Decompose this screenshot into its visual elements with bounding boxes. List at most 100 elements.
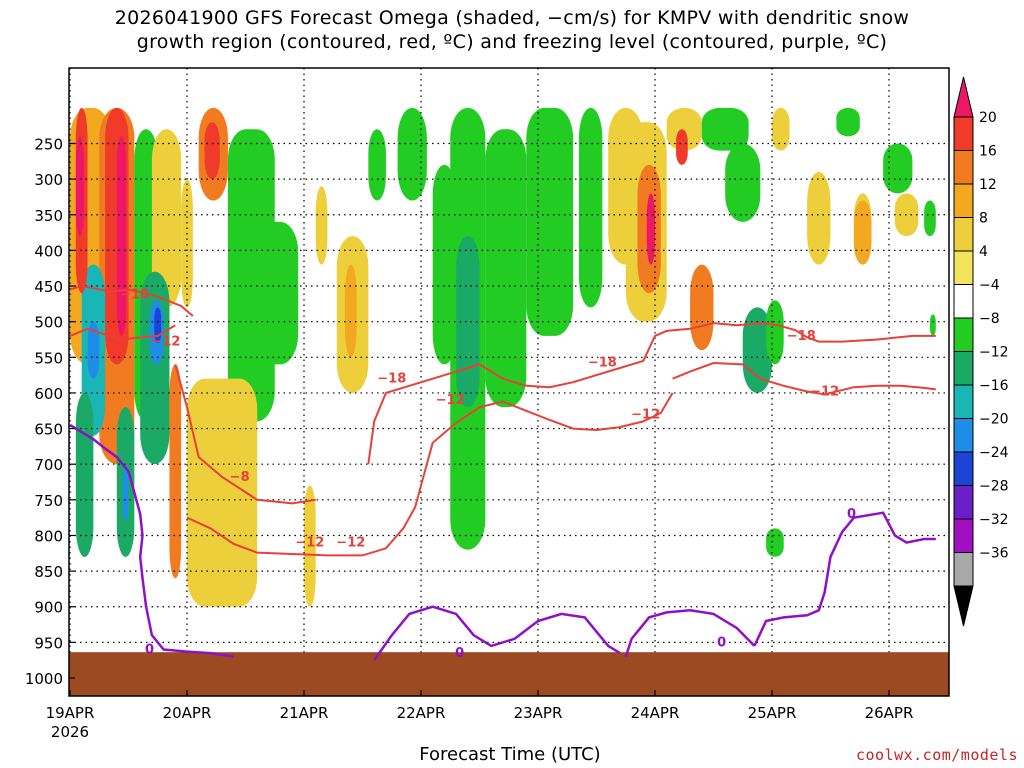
omega-cell	[187, 378, 258, 607]
colorbar-bottom-arrow	[953, 585, 974, 627]
y-tick-label: 1000	[25, 670, 63, 688]
omega-cell	[701, 107, 749, 151]
x-tick-label: 20APR	[163, 704, 212, 722]
freezing-contour-line	[373, 605, 621, 661]
colorbar-label: 8	[979, 211, 988, 227]
colorbar-label: −32	[979, 512, 1009, 528]
freezing-contour-line	[624, 609, 756, 657]
dgz-contour-label: −12	[151, 335, 180, 350]
x-axis-ticks: 19APR 20APR 21APR 22APR 23APR 24APR 25APR 26APR…	[46, 690, 914, 741]
omega-cell	[456, 236, 480, 408]
omega-cell	[315, 186, 328, 265]
y-tick-label: 750	[34, 492, 63, 510]
x-tick-label: 26APR	[865, 704, 914, 722]
omega-cell	[646, 193, 655, 265]
colorbar-label: −28	[979, 479, 1009, 495]
colorbar-box	[953, 451, 974, 486]
dgz-contour-label: −18	[377, 372, 406, 387]
dgz-contour-line	[672, 361, 936, 396]
colorbar-box	[953, 384, 974, 419]
dgz-contour-label: −18	[588, 355, 617, 370]
colorbar-box	[953, 116, 974, 151]
omega-cell	[929, 314, 936, 336]
dgz-contour-line	[186, 392, 674, 557]
omega-cell	[122, 464, 129, 522]
omega-cell	[666, 107, 702, 151]
colorbar-top-arrow	[953, 76, 974, 118]
y-tick-label: 300	[34, 171, 63, 189]
omega-cell	[485, 129, 527, 408]
y-tick-label: 650	[34, 421, 63, 439]
omega-cell	[75, 392, 94, 557]
dgz-contour-line	[367, 322, 936, 465]
omega-cell	[772, 107, 790, 151]
dgz-contour-label: −12	[295, 536, 324, 551]
dgz-contour-label: −12	[336, 536, 365, 551]
colorbar-box	[953, 518, 974, 553]
dgz-contour-label: −18	[787, 329, 816, 344]
chart-title: 2026041900 GFS Forecast Omega (shaded, −…	[0, 6, 1024, 54]
omega-cell	[690, 264, 714, 351]
colorbar-label: −12	[979, 345, 1009, 361]
omega-cell	[578, 107, 603, 308]
x-tick-label: 21APR	[280, 704, 329, 722]
omega-cell	[853, 200, 872, 265]
omega-cell	[368, 129, 386, 201]
dgz-contour-label: −8	[230, 470, 250, 485]
y-tick-label: 900	[34, 599, 63, 617]
freezing-contour-label: 0	[717, 635, 726, 650]
freezing-contour-label: 0	[145, 642, 154, 657]
colorbar: 20 16 12 8 4 −4 −8 −12 −16 −20 −24 −28 −32 −36	[953, 76, 1009, 627]
omega-cell	[304, 485, 316, 607]
x-tick-year-label: 2026	[51, 723, 89, 741]
credit-link[interactable]: coolwx.com/models	[855, 746, 1018, 764]
dgz-contour-label: −12	[436, 393, 465, 408]
ground-surface	[69, 652, 949, 696]
colorbar-box	[953, 418, 974, 453]
omega-cell	[344, 264, 357, 358]
colorbar-label: −24	[979, 445, 1009, 461]
y-tick-label: 250	[34, 136, 63, 154]
x-tick-label: 25APR	[748, 704, 797, 722]
colorbar-box	[953, 150, 974, 185]
colorbar-label: −8	[979, 311, 1000, 327]
colorbar-box	[953, 217, 974, 252]
omega-cell	[836, 107, 860, 137]
omega-cell	[807, 172, 831, 265]
y-tick-label: 350	[34, 207, 63, 225]
omega-cell	[181, 179, 193, 308]
colorbar-box	[953, 250, 974, 285]
y-tick-label: 600	[34, 385, 63, 403]
dgz-contour-label: −12	[810, 385, 839, 400]
omega-cell	[169, 364, 182, 579]
y-tick-label: 400	[34, 242, 63, 260]
omega-cell	[204, 122, 220, 180]
omega-cell	[883, 143, 913, 194]
dgz-contour-line	[174, 364, 316, 505]
x-axis-label: Forecast Time (UTC)	[419, 744, 601, 765]
dgz-contour-label: −12	[631, 407, 660, 422]
y-tick-label: 500	[34, 314, 63, 332]
ground-fill	[69, 652, 949, 696]
omega-cell	[924, 200, 936, 237]
colorbar-label: 4	[979, 244, 988, 260]
colorbar-label: 16	[979, 144, 997, 160]
omega-cell	[676, 129, 688, 165]
colorbar-box	[953, 183, 974, 218]
omega-cell	[87, 321, 100, 379]
dgz-contour-line	[69, 284, 194, 317]
colorbar-box	[953, 317, 974, 352]
omega-cell	[397, 107, 427, 201]
y-tick-label: 800	[34, 527, 63, 545]
y-tick-label: 950	[34, 634, 63, 652]
omega-cell	[526, 107, 574, 336]
colorbar-label: −20	[979, 412, 1009, 428]
omega-cell	[725, 143, 761, 222]
freezing-contour-label: 0	[847, 507, 856, 522]
omega-shading	[70, 107, 936, 607]
omega-cell	[251, 221, 299, 365]
chart-title-line1: 2026041900 GFS Forecast Omega (shaded, −…	[114, 7, 910, 29]
x-tick-label: 24APR	[631, 704, 680, 722]
plot-border	[68, 67, 950, 697]
